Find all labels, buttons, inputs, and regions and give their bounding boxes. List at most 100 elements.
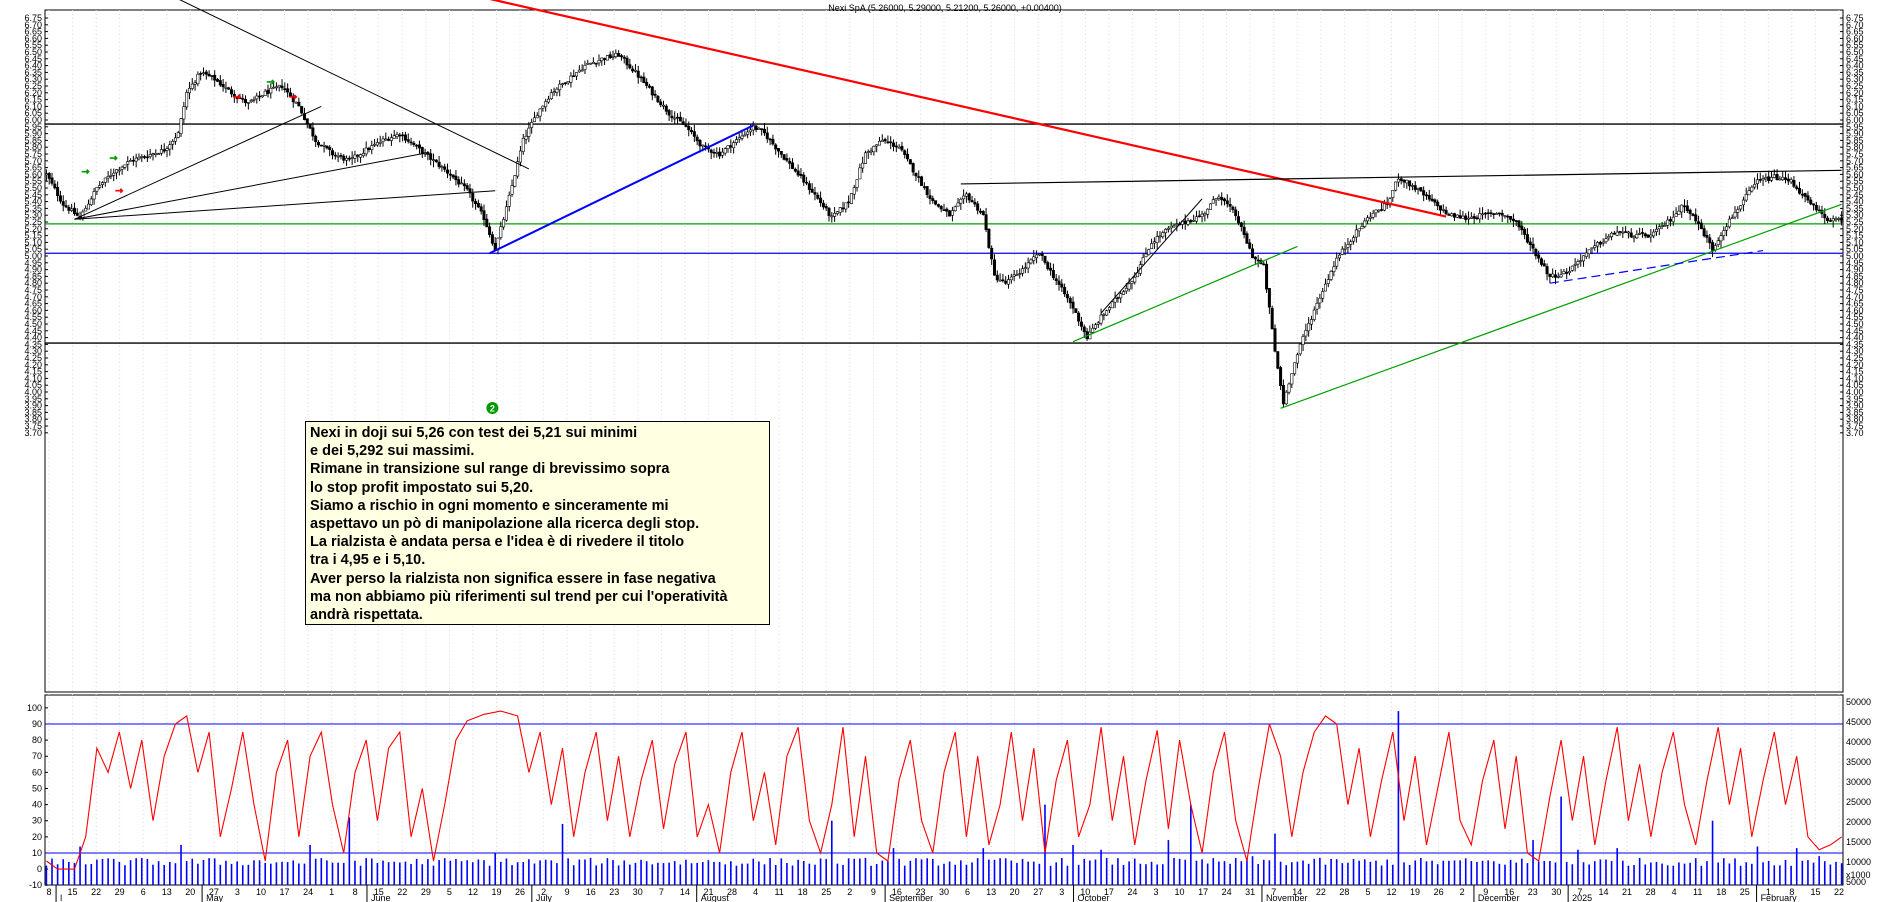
- volume-bar: [701, 862, 704, 885]
- candle-body: [1769, 177, 1773, 181]
- candle-body: [647, 85, 651, 88]
- candle-body: [300, 106, 304, 114]
- candle-body: [1279, 367, 1283, 387]
- price-tick-label: 4.90: [24, 265, 42, 275]
- candle-body: [1767, 176, 1771, 182]
- volume-bar: [982, 848, 985, 885]
- candle-body: [824, 206, 828, 209]
- candle-body: [925, 186, 929, 195]
- candle-body: [1262, 263, 1266, 266]
- candle-body: [1806, 195, 1810, 201]
- candle-body: [754, 125, 758, 130]
- volume-bar: [1302, 860, 1304, 885]
- candle-body: [636, 70, 640, 78]
- candle-body: [779, 151, 783, 155]
- candle-body: [190, 83, 194, 89]
- candle-body: [765, 132, 769, 140]
- volume-bar: [898, 858, 900, 885]
- candle-body: [628, 64, 632, 69]
- candle-body: [1478, 213, 1482, 220]
- price-tick-label: 4.35: [24, 339, 42, 349]
- volume-bar: [1369, 861, 1372, 885]
- candle-body: [440, 166, 444, 168]
- volume-bar: [1010, 860, 1013, 885]
- candle-body: [1032, 256, 1036, 261]
- volume-bar: [814, 864, 816, 885]
- volume-tick-label: 50000: [1846, 697, 1871, 707]
- candle-body: [1408, 180, 1412, 187]
- price-tick-label: 6.40: [1846, 61, 1864, 71]
- x-tick-label: 9: [565, 887, 570, 897]
- signal-arrow: [109, 155, 118, 161]
- candle-body: [359, 154, 363, 158]
- candle-body: [544, 101, 548, 108]
- candle-body: [370, 145, 374, 151]
- volume-tick-label: 25000: [1846, 797, 1871, 807]
- x-tick-label: 17: [1198, 887, 1208, 897]
- volume-bar: [825, 859, 827, 885]
- candle-body: [964, 193, 968, 197]
- candle-body: [597, 59, 601, 64]
- candle-body: [434, 159, 438, 163]
- candle-body: [373, 143, 377, 146]
- price-tick-label: 6.10: [24, 101, 42, 111]
- candle-body: [712, 151, 716, 154]
- candle-body: [906, 153, 910, 160]
- candle-body: [847, 201, 851, 204]
- volume-bar: [926, 858, 928, 885]
- volume-bar: [365, 858, 367, 885]
- candle-body: [345, 157, 349, 161]
- candle-body: [869, 150, 873, 153]
- x-tick-label: 22: [1316, 887, 1326, 897]
- volume-bar: [1431, 860, 1433, 885]
- candle-body: [1360, 226, 1364, 230]
- candle-body: [1433, 199, 1437, 203]
- candle-body: [1559, 274, 1563, 278]
- volume-bar: [718, 861, 721, 885]
- volume-bar: [1274, 833, 1276, 885]
- candle-body: [600, 57, 604, 62]
- volume-bar: [511, 865, 513, 885]
- volume-bar: [1807, 860, 1809, 885]
- candle-body: [364, 147, 368, 155]
- candle-body: [70, 208, 74, 211]
- candle-body: [1049, 267, 1053, 271]
- volume-bar: [410, 863, 412, 885]
- candle-body: [1410, 185, 1414, 187]
- volume-bar: [769, 858, 771, 885]
- price-tick-label: 6.55: [24, 40, 42, 50]
- candle-body: [589, 62, 593, 65]
- candle-body: [1116, 297, 1120, 299]
- volume-bar: [253, 860, 255, 885]
- candle-body: [546, 98, 550, 103]
- candle-body: [457, 179, 461, 185]
- candle-body: [1169, 225, 1173, 229]
- candle-body: [1525, 234, 1529, 243]
- candle-body: [591, 62, 595, 65]
- volume-bar: [1257, 863, 1259, 885]
- volume-bar: [1795, 848, 1798, 885]
- volume-bar: [1666, 865, 1669, 885]
- price-tick-label: 4.95: [1846, 258, 1864, 268]
- candle-body: [213, 74, 217, 81]
- candle-body: [1511, 218, 1515, 222]
- candle-body: [1798, 187, 1802, 194]
- volume-bar: [1150, 861, 1153, 885]
- volume-tick-label: 30000: [1846, 777, 1871, 787]
- candle-body: [1391, 190, 1395, 198]
- volume-bar: [1061, 858, 1063, 885]
- candle-body: [934, 200, 938, 205]
- candle-body: [1152, 241, 1156, 244]
- candle-body: [401, 134, 405, 137]
- volume-bar: [931, 858, 934, 885]
- price-tick-label: 6.40: [24, 61, 42, 71]
- price-tick-label: 5.50: [1846, 183, 1864, 193]
- candle-body: [277, 84, 281, 88]
- volume-bar: [539, 860, 541, 885]
- price-tick-label: 5.55: [1846, 176, 1864, 186]
- price-tick-label: 5.85: [1846, 135, 1864, 145]
- volume-bar: [124, 865, 126, 885]
- candle-body: [1584, 252, 1588, 257]
- candle-body: [1318, 297, 1322, 304]
